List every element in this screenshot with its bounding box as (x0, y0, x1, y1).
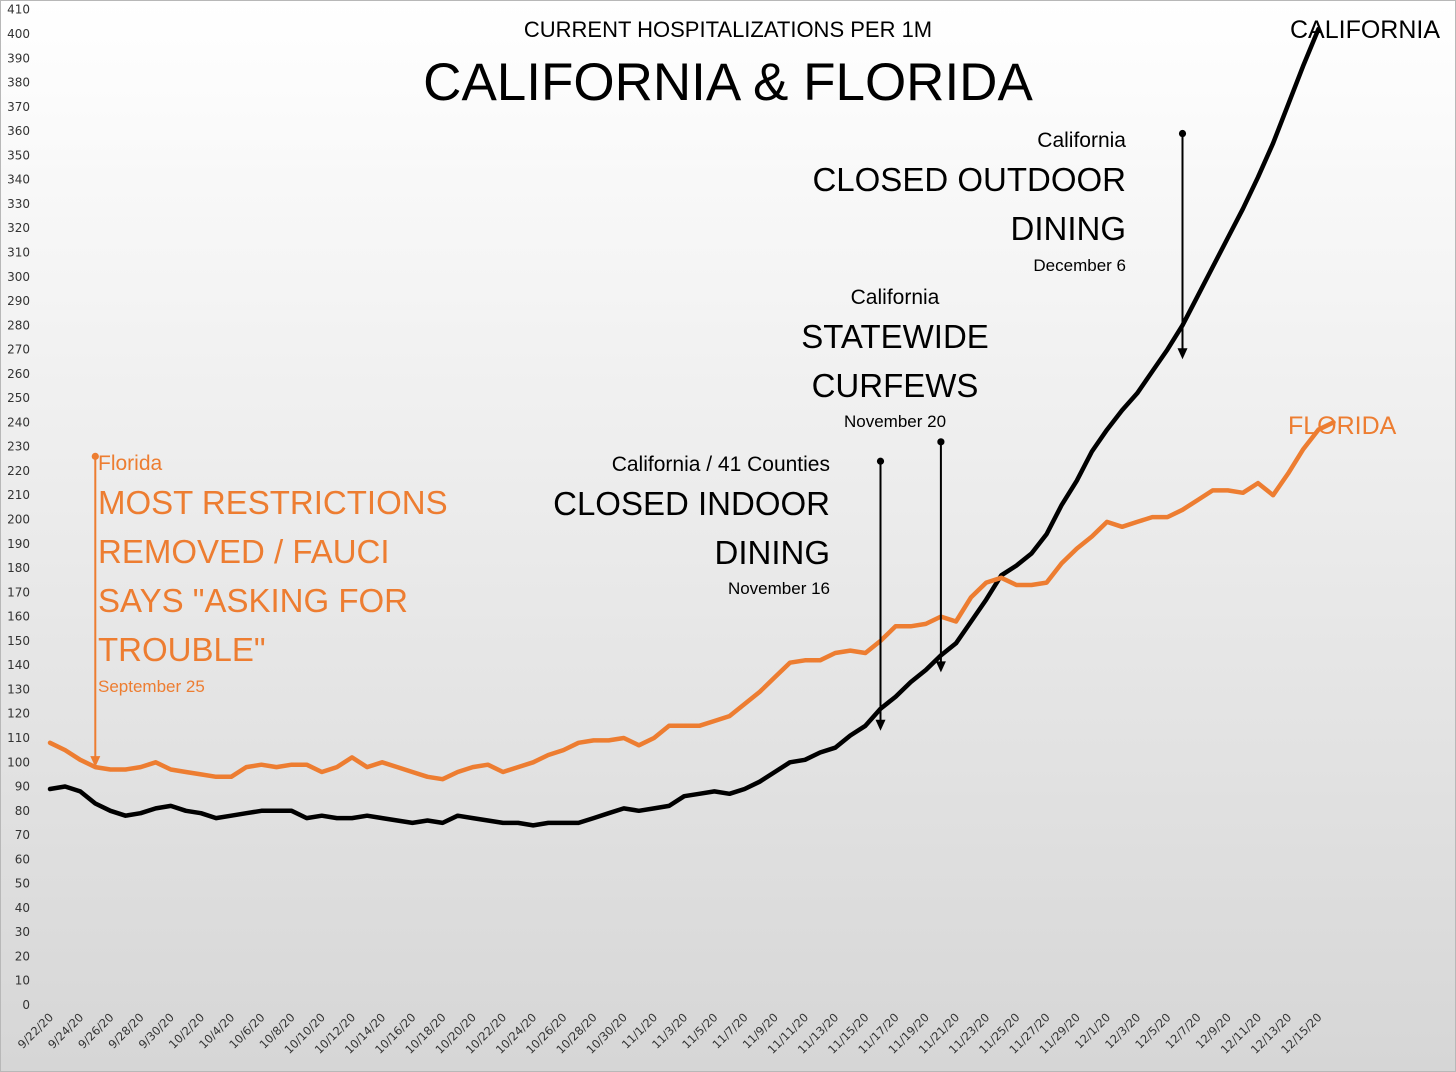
y-tick-label: 180 (7, 561, 30, 575)
line-chart: 0 10 20 30 40 50 60 70 80 90 100 110 120 130 140 150 160… (0, 0, 1456, 1072)
y-tick-label: 20 (15, 949, 30, 963)
y-tick-label: 40 (15, 901, 30, 915)
annotation-text-line: CURFEWS (812, 367, 979, 404)
y-tick-label: 10 (15, 974, 30, 988)
y-tick-label: 350 (7, 148, 30, 162)
y-tick-label: 150 (7, 634, 30, 648)
annotation-text-line: TROUBLE" (98, 631, 266, 668)
annotation-text-line: CLOSED INDOOR (553, 485, 830, 522)
y-tick-label: 110 (7, 731, 30, 745)
annotation-text-line: DINING (715, 534, 831, 571)
y-tick-label: 210 (7, 488, 30, 502)
annotation-date: November 20 (844, 412, 946, 431)
annotation-date: November 16 (728, 579, 830, 598)
y-tick-label: 380 (7, 76, 30, 90)
y-tick-label: 160 (7, 610, 30, 624)
y-tick-label: 260 (7, 367, 30, 381)
annotation-marker-dot (877, 458, 884, 465)
chart-subtitle: CURRENT HOSPITALIZATIONS PER 1M (524, 17, 932, 42)
y-tick-label: 230 (7, 440, 30, 454)
annotation-marker-dot (1179, 130, 1186, 137)
y-tick-label: 410 (7, 3, 30, 17)
series-label-california: CALIFORNIA (1290, 16, 1440, 44)
y-tick-label: 80 (15, 804, 30, 818)
annotation-header: California (1037, 129, 1126, 152)
chart-container: 0 10 20 30 40 50 60 70 80 90 100 110 120 130 140 150 160… (0, 0, 1456, 1072)
y-tick-label: 50 (15, 877, 30, 891)
y-tick-label: 340 (7, 173, 30, 187)
y-tick-label: 400 (7, 27, 30, 41)
annotation-text-line: MOST RESTRICTIONS (98, 484, 448, 521)
y-tick-label: 250 (7, 391, 30, 405)
y-tick-label: 120 (7, 707, 30, 721)
y-tick-label: 220 (7, 464, 30, 478)
y-tick-label: 290 (7, 294, 30, 308)
annotation-date: September 25 (98, 677, 205, 696)
y-tick-label: 240 (7, 415, 30, 429)
annotation-text-line: SAYS "ASKING FOR (98, 582, 408, 619)
annotation-header: California / 41 Counties (612, 453, 830, 476)
y-tick-label: 190 (7, 537, 30, 551)
y-tick-label: 130 (7, 682, 30, 696)
y-tick-label: 90 (15, 780, 30, 794)
series-label-florida: FLORIDA (1288, 412, 1397, 440)
annotation-header: Florida (98, 452, 163, 475)
annotation-text-line: CLOSED OUTDOOR (812, 161, 1126, 198)
y-tick-label: 310 (7, 245, 30, 259)
y-tick-label: 30 (15, 925, 30, 939)
annotation-text-line: DINING (1011, 210, 1127, 247)
annotation-text-line: REMOVED / FAUCI (98, 533, 390, 570)
annotation-marker-dot (937, 438, 944, 445)
y-tick-label: 270 (7, 343, 30, 357)
y-tick-label: 100 (7, 755, 30, 769)
annotation-header: California (851, 286, 940, 309)
y-tick-label: 280 (7, 318, 30, 332)
chart-title: CALIFORNIA & FLORIDA (423, 53, 1033, 112)
y-tick-label: 200 (7, 513, 30, 527)
y-tick-label: 330 (7, 197, 30, 211)
annotation-date: December 6 (1033, 256, 1126, 275)
y-tick-label: 370 (7, 100, 30, 114)
y-tick-label: 140 (7, 658, 30, 672)
y-tick-label: 170 (7, 585, 30, 599)
y-tick-label: 70 (15, 828, 30, 842)
y-tick-label: 360 (7, 124, 30, 138)
annotation-text-line: STATEWIDE (801, 318, 989, 355)
y-tick-label: 390 (7, 51, 30, 65)
y-tick-label: 0 (22, 998, 30, 1012)
y-tick-label: 60 (15, 852, 30, 866)
y-tick-label: 320 (7, 221, 30, 235)
y-tick-label: 300 (7, 270, 30, 284)
